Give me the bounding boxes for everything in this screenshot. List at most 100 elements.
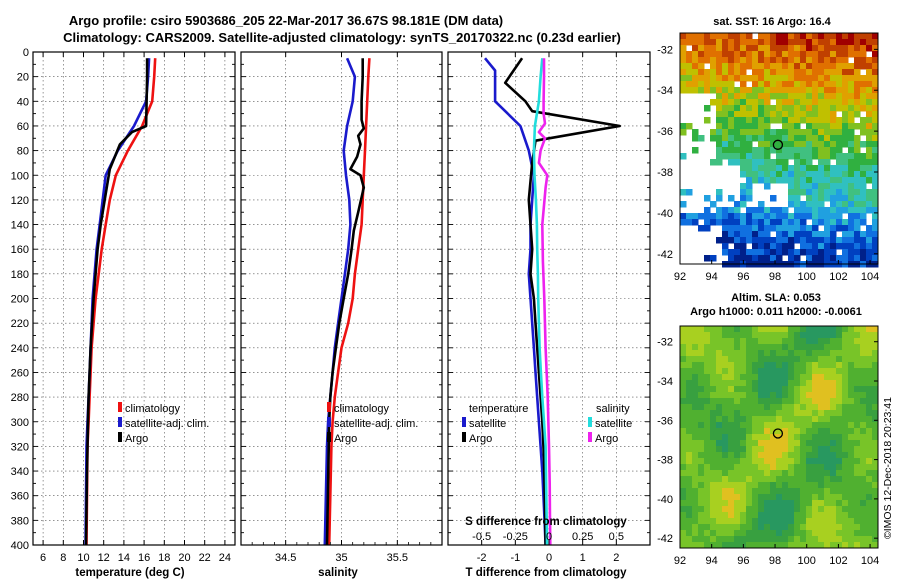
map-cell xyxy=(800,488,807,495)
legend-label-temp-satellite: satellite xyxy=(469,418,506,430)
map-cell xyxy=(848,63,855,70)
map-cell xyxy=(764,87,771,94)
map-cell xyxy=(872,326,879,333)
map-cell xyxy=(788,45,795,52)
map-cell xyxy=(704,219,711,226)
map-cell xyxy=(866,225,873,232)
map-cell xyxy=(776,350,783,357)
map-cell xyxy=(842,159,849,166)
map-cell xyxy=(758,51,765,58)
map-cell xyxy=(776,500,783,507)
map-cell xyxy=(740,237,747,244)
map-cell xyxy=(710,350,717,357)
map-cell xyxy=(722,231,729,238)
map-cell xyxy=(758,332,765,339)
map-cell xyxy=(866,165,873,172)
map-cell xyxy=(722,225,729,232)
map-cell xyxy=(776,111,783,118)
map-cell xyxy=(800,530,807,537)
map-cell xyxy=(782,63,789,70)
map-cell xyxy=(788,356,795,363)
s-diff-tick-label: 0.5 xyxy=(609,531,624,543)
map-cell xyxy=(788,536,795,543)
map-cell xyxy=(800,482,807,489)
map-cell xyxy=(848,500,855,507)
map-cell xyxy=(728,332,735,339)
map-cell xyxy=(752,476,759,483)
map-cell xyxy=(686,440,693,447)
map-cell xyxy=(728,129,735,136)
map-cell xyxy=(710,428,717,435)
map-cell xyxy=(776,237,783,244)
map-cell xyxy=(866,410,873,417)
map-cell xyxy=(860,380,867,387)
map-cell xyxy=(698,386,705,393)
map-cell xyxy=(872,57,879,64)
map-cell xyxy=(830,434,837,441)
map-cell xyxy=(734,243,741,250)
map-cell xyxy=(782,237,789,244)
map-cell xyxy=(782,105,789,112)
map-cell xyxy=(698,542,705,549)
map-cell xyxy=(692,452,699,459)
map-cell xyxy=(758,213,765,220)
map-cell xyxy=(836,380,843,387)
map-cell xyxy=(734,506,741,513)
map-cell xyxy=(842,45,849,52)
map-cell xyxy=(692,374,699,381)
map-cell xyxy=(860,452,867,459)
map-cell xyxy=(836,488,843,495)
map-cell xyxy=(788,165,795,172)
map-cell xyxy=(806,464,813,471)
map-cell xyxy=(680,123,687,130)
map-cell xyxy=(686,410,693,417)
map-cell xyxy=(800,153,807,160)
map-cell xyxy=(758,518,765,525)
map-cell xyxy=(764,45,771,52)
map-cell xyxy=(830,93,837,100)
map-cell xyxy=(788,135,795,142)
map-cell xyxy=(824,392,831,399)
map-cell xyxy=(740,434,747,441)
map-cell xyxy=(680,63,687,70)
map-cell xyxy=(740,111,747,118)
map-cell xyxy=(866,237,873,244)
map-cell xyxy=(770,506,777,513)
map-cell xyxy=(710,440,717,447)
map-cell xyxy=(848,117,855,124)
map-cell xyxy=(830,219,837,226)
map-cell xyxy=(794,440,801,447)
map-cell xyxy=(710,159,717,166)
map-cell xyxy=(680,530,687,537)
map-cell xyxy=(848,350,855,357)
map-cell xyxy=(854,392,861,399)
map-cell xyxy=(788,99,795,106)
map-cell xyxy=(770,524,777,531)
map-cell xyxy=(686,506,693,513)
map-cell xyxy=(860,99,867,106)
map-cell xyxy=(818,356,825,363)
map-cell xyxy=(680,338,687,345)
map-cell xyxy=(692,428,699,435)
map-cell xyxy=(860,153,867,160)
map-cell xyxy=(752,147,759,154)
map-cell xyxy=(848,398,855,405)
map-cell xyxy=(782,147,789,154)
legend-swatch-satellite xyxy=(327,417,331,427)
map-cell xyxy=(704,356,711,363)
map-cell xyxy=(740,326,747,333)
map-cell xyxy=(824,512,831,519)
map-cell xyxy=(758,105,765,112)
map-cell xyxy=(764,135,771,142)
map-cell xyxy=(836,201,843,208)
map-cell xyxy=(848,518,855,525)
map-cell xyxy=(794,33,801,40)
map-cell xyxy=(854,446,861,453)
map-cell xyxy=(800,93,807,100)
map-cell xyxy=(746,410,753,417)
map-cell xyxy=(866,350,873,357)
map-cell xyxy=(710,99,717,106)
map-cell xyxy=(716,464,723,471)
map-cell xyxy=(854,153,861,160)
map-cell xyxy=(842,201,849,208)
